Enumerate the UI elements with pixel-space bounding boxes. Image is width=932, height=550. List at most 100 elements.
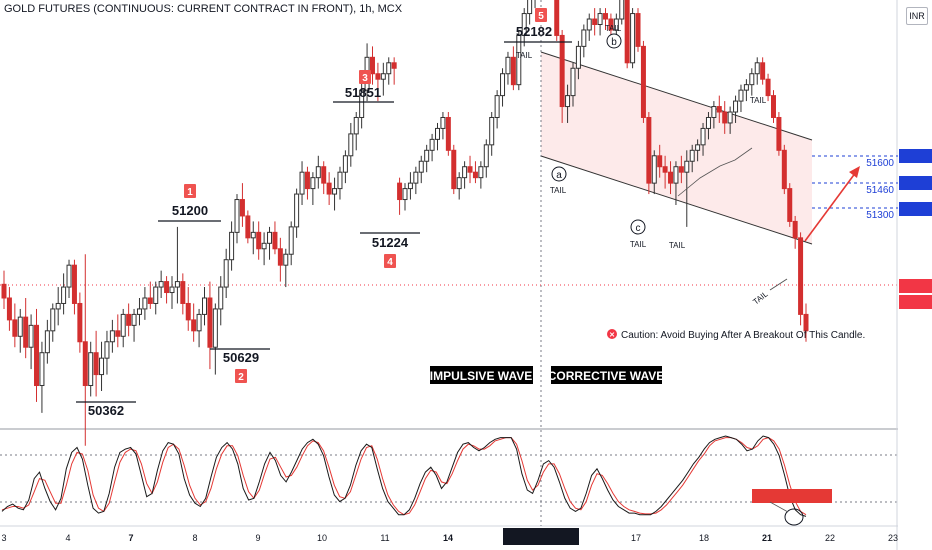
candle-body — [733, 100, 739, 113]
candle-body — [689, 149, 695, 162]
currency-button[interactable]: INR — [906, 7, 928, 25]
candle-body — [608, 18, 614, 31]
candle-body — [180, 281, 186, 304]
candle-body — [521, 13, 527, 36]
stochastic-oscillator — [1, 435, 832, 526]
tail-arrow — [769, 278, 788, 291]
candle-body — [332, 188, 338, 195]
candle-body — [153, 286, 159, 304]
caution-text: Caution: Avoid Buying After A Breakout O… — [621, 330, 865, 341]
candle-body — [115, 330, 121, 337]
candle-body — [575, 45, 581, 69]
candle-body — [662, 166, 668, 173]
axis-bg — [898, 0, 932, 550]
candle-body — [494, 95, 500, 118]
candle-body — [50, 308, 56, 332]
candle-body — [451, 149, 457, 190]
candle-body — [386, 62, 392, 75]
candle-body — [126, 313, 132, 326]
candle-body — [559, 34, 565, 108]
candle-body — [261, 242, 267, 250]
wave-2-badge: 2 — [238, 372, 244, 383]
candle-body — [348, 133, 354, 157]
candle-body — [207, 297, 213, 348]
candle-body — [500, 73, 506, 97]
candle-body — [597, 13, 603, 25]
candle-body — [413, 171, 419, 184]
time-tick: 14 — [443, 533, 453, 543]
channel-lower-line — [540, 155, 813, 245]
breakout-arrowhead — [849, 166, 860, 178]
crossover-circle — [784, 508, 804, 526]
candle-body — [613, 18, 619, 31]
candle-body — [435, 127, 441, 140]
grid-lines — [0, 0, 898, 550]
candle-body — [684, 160, 690, 173]
circle-a — [551, 166, 567, 182]
tail-label-breakout: TAIL — [751, 289, 770, 306]
candle-body — [359, 89, 365, 118]
candle-body — [462, 166, 468, 179]
axis-badge-51600-bg — [899, 149, 932, 163]
candle-body — [256, 231, 262, 250]
candle-body — [321, 166, 327, 184]
circle-b — [606, 33, 622, 49]
circle-c-label: c — [636, 223, 641, 234]
target-51600-label: 51600 — [866, 158, 894, 169]
candle-body — [624, 0, 630, 64]
candle-body — [342, 155, 348, 173]
wave-5-price: 52182 — [516, 24, 552, 39]
time-tick: 21 — [762, 533, 772, 543]
time-tick: 4 — [65, 533, 70, 543]
candle-body — [424, 149, 430, 162]
crossover-bg — [752, 489, 832, 503]
time-axis — [503, 528, 579, 545]
wave-3-badge: 3 — [362, 73, 368, 84]
time-tick: 8 — [192, 533, 197, 543]
candle-body — [304, 171, 310, 190]
candle-body — [310, 177, 316, 190]
candle-body — [760, 62, 766, 80]
candle-body — [489, 116, 495, 146]
candle-body — [77, 302, 83, 343]
wave-5-badge: 5 — [538, 11, 544, 22]
candle-body — [467, 166, 473, 173]
candle-body — [716, 106, 722, 113]
price-axis — [898, 0, 932, 550]
wave-1-badge-bg — [184, 184, 196, 198]
candle-body — [294, 193, 300, 228]
candle-body — [337, 171, 343, 190]
candle-body — [440, 116, 446, 129]
candle-body — [651, 155, 657, 184]
candle-body — [565, 95, 571, 108]
candle-body — [397, 182, 403, 201]
impulsive-bg — [430, 366, 533, 384]
wave-1-badge: 1 — [187, 187, 193, 198]
candle-body — [787, 188, 793, 222]
low-price: 50362 — [88, 403, 124, 418]
candle-body — [711, 106, 717, 118]
wave-3-badge-bg — [359, 70, 371, 84]
tail-label-wave5: TAIL — [516, 51, 533, 60]
candle-body — [630, 13, 636, 64]
candle-body — [1, 283, 7, 299]
candle-body — [131, 313, 137, 326]
chart-title: GOLD FUTURES (CONTINUOUS: CURRENT CONTRA… — [4, 3, 403, 15]
time-tick: 17 — [631, 533, 641, 543]
candle-body — [619, 0, 625, 20]
candle-body — [510, 56, 516, 86]
candle-body — [272, 231, 278, 250]
candle-body — [673, 166, 679, 184]
candle-body — [158, 281, 164, 288]
wave-1-price: 51200 — [172, 203, 208, 218]
candle-body — [234, 199, 240, 233]
candle-body — [429, 138, 435, 151]
candle-body — [6, 297, 12, 321]
candle-body — [792, 220, 798, 239]
candle-body — [472, 171, 478, 179]
candle-body — [527, 0, 533, 15]
candle-body — [196, 313, 202, 332]
candle-body — [288, 226, 294, 255]
time-tick: 7 — [128, 533, 133, 543]
